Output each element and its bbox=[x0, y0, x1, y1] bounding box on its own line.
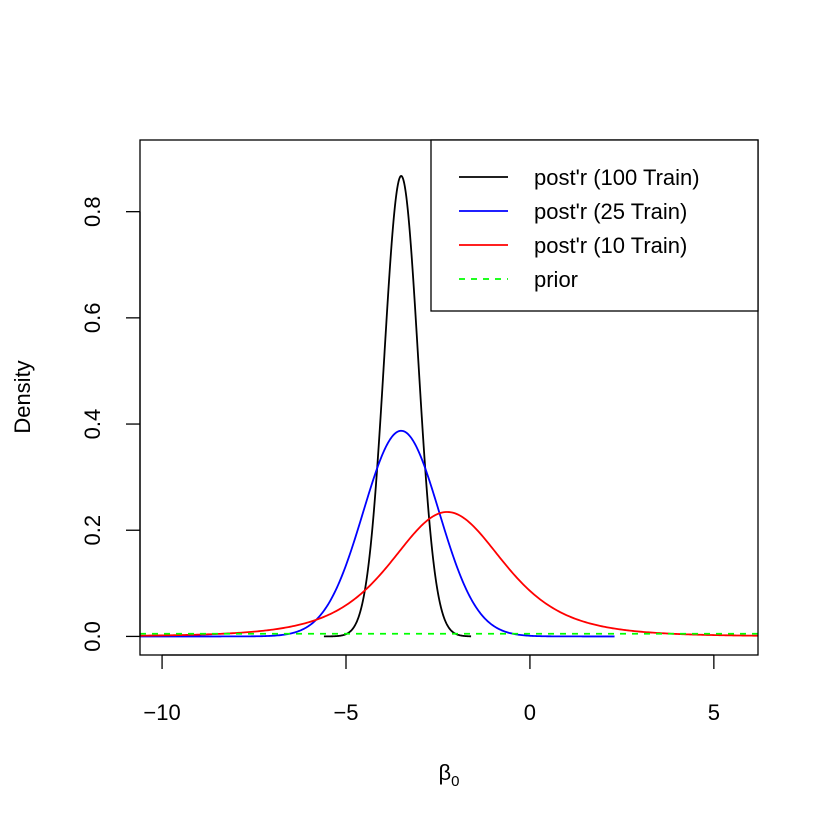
series-line-1 bbox=[140, 429, 615, 638]
y-tick-label: 0.2 bbox=[80, 515, 105, 546]
series-line-2 bbox=[139, 511, 759, 637]
legend-label-2: post'r (10 Train) bbox=[534, 233, 687, 258]
x-axis-title-subscript: 0 bbox=[451, 773, 459, 790]
y-tick-label: 0.0 bbox=[80, 621, 105, 652]
series-line-0 bbox=[323, 175, 472, 638]
legend-label-1: post'r (25 Train) bbox=[534, 199, 687, 224]
x-tick-label: 0 bbox=[524, 700, 536, 725]
legend-entries: post'r (100 Train) post'r (25 Train) post'… bbox=[459, 165, 700, 292]
legend-label-0: post'r (100 Train) bbox=[534, 165, 700, 190]
x-axis-title-symbol: β bbox=[439, 760, 452, 785]
curves-layer bbox=[139, 175, 759, 638]
y-axis: 0.0 0.2 0.4 0.6 0.8 bbox=[80, 196, 141, 652]
legend-box bbox=[430, 139, 759, 312]
y-tick-label: 0.6 bbox=[80, 303, 105, 334]
y-tick-label: 0.8 bbox=[80, 196, 105, 227]
x-tick-label: −5 bbox=[333, 700, 358, 725]
x-tick-label: 5 bbox=[708, 700, 720, 725]
legend-label-3: prior bbox=[534, 267, 578, 292]
x-axis-title: β0 bbox=[439, 760, 460, 790]
x-tick-label: −10 bbox=[143, 700, 180, 725]
y-tick-label: 0.4 bbox=[80, 409, 105, 440]
y-axis-title: Density bbox=[10, 360, 35, 433]
legend: post'r (100 Train) post'r (25 Train) post'… bbox=[430, 139, 759, 312]
x-axis: −10 −5 0 5 bbox=[143, 654, 720, 725]
